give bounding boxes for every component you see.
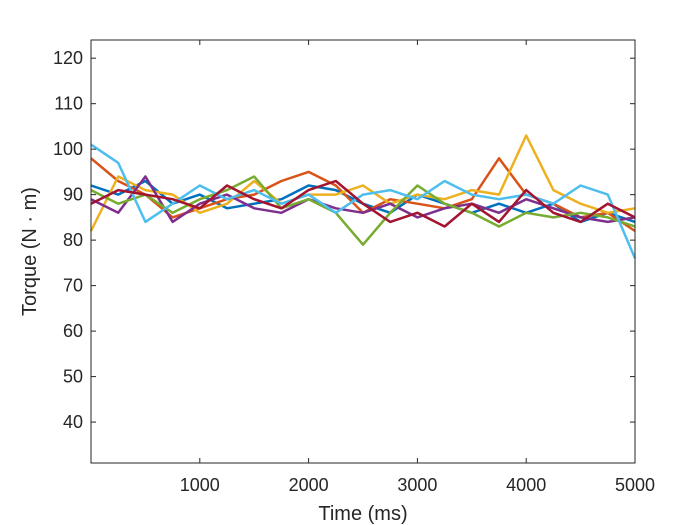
y-tick-label: 110 [54,94,83,114]
y-tick-label: 80 [63,230,83,250]
y-tick-label: 60 [63,321,83,341]
x-tick-label: 2000 [289,475,329,495]
y-tick-label: 50 [63,367,83,387]
y-axis-ticks: 40 50 60 70 80 90 100 110 120 [53,48,635,432]
plot-area [91,40,635,463]
x-tick-label: 4000 [506,475,546,495]
x-axis-label: Time (ms) [318,503,407,525]
x-axis-ticks: 1000 2000 3000 4000 5000 [180,40,655,495]
y-tick-label: 70 [63,276,83,296]
x-tick-label: 5000 [615,475,655,495]
y-axis-label: Torque (N · m) [19,187,41,316]
series-line-6 [90,143,637,259]
y-tick-label: 90 [63,185,83,205]
series-line-7 [90,179,636,228]
series-line-5 [90,175,636,246]
x-tick-label: 1000 [180,475,220,495]
axes-box [90,39,636,464]
x-tick-label: 3000 [397,475,437,495]
y-tick-label: 40 [63,412,83,432]
series-line-3 [89,134,636,232]
series-layer [89,134,637,259]
y-tick-label: 120 [53,48,83,68]
y-tick-label: 100 [53,139,83,159]
